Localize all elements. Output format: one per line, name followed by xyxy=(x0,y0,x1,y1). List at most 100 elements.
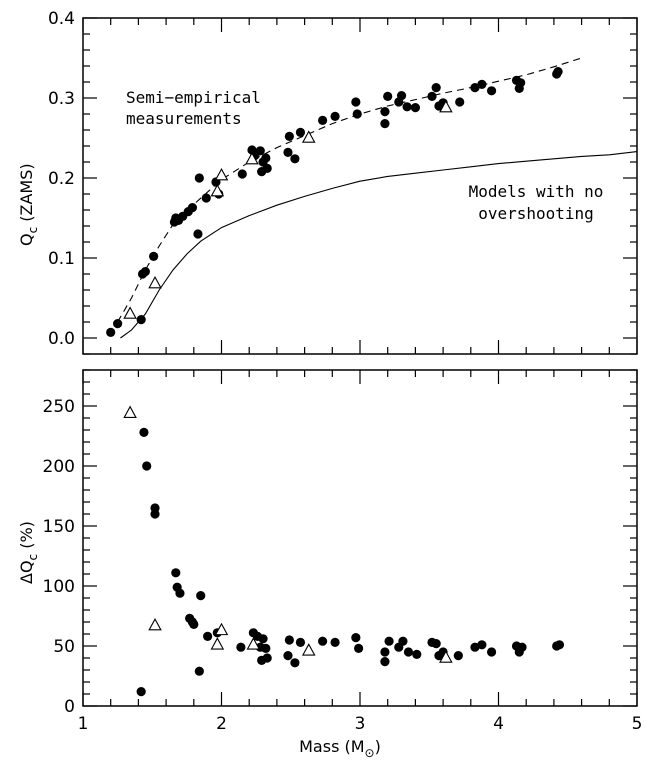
bottom-data-point-circle xyxy=(236,642,246,652)
bottom-data-point-circle xyxy=(290,658,300,668)
x-axis-title: Mass (M⊙) xyxy=(299,737,381,760)
bottom-data-point-circle xyxy=(171,568,181,578)
top-data-point-circle xyxy=(187,203,198,213)
bottom-data-point-triangle xyxy=(148,617,162,631)
bottom-axes-layer: 0 50 100 150 200 250 1 2 3 4 5 xyxy=(43,369,643,734)
bottom-data-point-triangle xyxy=(210,637,225,650)
top-data-point-circle xyxy=(431,83,441,93)
top-data-point-circle xyxy=(352,109,362,119)
top-data-point-triangle xyxy=(245,151,259,165)
bottom-y-tick-label: 200 xyxy=(43,457,75,477)
bottom-data-point-triangle xyxy=(123,405,137,418)
bottom-data-point-circle xyxy=(283,651,293,661)
top-data-point-circle xyxy=(427,91,437,101)
top-data-layer xyxy=(106,57,637,339)
top-solid-line xyxy=(120,151,637,339)
bottom-y-axis-title: ΔQc (%) xyxy=(17,521,40,584)
bottom-data-point-circle xyxy=(196,591,206,601)
bottom-data-point-circle xyxy=(262,653,272,663)
bottom-panel: 0 50 100 150 200 250 1 2 3 4 5 ΔQc (%) Mass (M⊙) xyxy=(17,369,643,760)
bottom-data-point-circle xyxy=(284,635,294,645)
top-data-point-circle xyxy=(295,127,306,137)
bottom-y-tick-label: 0 xyxy=(64,697,75,717)
bottom-data-point-circle xyxy=(412,649,422,660)
top-data-point-circle xyxy=(113,319,123,329)
top-data-point-circle xyxy=(380,119,390,129)
bottom-data-point-circle xyxy=(136,687,146,697)
top-data-point-circle xyxy=(255,146,265,156)
bottom-x-tick-label: 5 xyxy=(632,714,643,734)
top-data-point-circle xyxy=(455,97,465,107)
top-data-point-circle xyxy=(383,91,393,101)
bottom-data-point-circle xyxy=(351,633,361,643)
top-y-tick-label: 0.1 xyxy=(48,249,75,269)
top-data-point-circle xyxy=(194,173,204,183)
top-data-point-circle xyxy=(136,315,146,325)
top-data-point-circle xyxy=(283,147,293,157)
top-data-point-circle xyxy=(290,154,300,164)
bottom-y-tick-label: 100 xyxy=(43,577,75,597)
bottom-y-tick-label: 250 xyxy=(43,397,75,417)
top-data-point-circle xyxy=(318,115,328,125)
bottom-data-point-triangle xyxy=(246,637,261,650)
top-data-point-triangle xyxy=(439,99,453,113)
annotation-semi-empirical-line1: Semi−empirical xyxy=(126,88,261,107)
bottom-data-point-circle xyxy=(380,657,390,667)
bottom-data-point-triangle xyxy=(301,643,316,656)
top-data-point-circle xyxy=(149,251,159,261)
bottom-x-tick-label: 4 xyxy=(493,714,504,734)
top-data-point-circle xyxy=(330,111,340,121)
top-data-point-circle xyxy=(470,83,480,93)
bottom-y-tick-label: 50 xyxy=(53,637,75,657)
top-data-point-circle xyxy=(380,107,390,117)
bottom-data-point-circle xyxy=(194,666,204,676)
top-dashed-line xyxy=(117,57,582,323)
top-data-point-circle xyxy=(262,163,272,173)
top-data-point-circle xyxy=(201,193,211,203)
bottom-data-point-circle xyxy=(330,637,340,648)
bottom-data-point-circle xyxy=(470,642,480,652)
bottom-y-tick-label: 150 xyxy=(43,517,75,537)
annotation-semi-empirical-line2: measurements xyxy=(126,109,242,128)
top-data-point-circle xyxy=(140,267,150,277)
bottom-data-point-circle xyxy=(150,509,160,519)
top-data-point-triangle xyxy=(210,183,225,197)
top-data-point-circle xyxy=(410,103,420,113)
top-y-tick-label: 0.2 xyxy=(48,169,75,189)
bottom-data-point-circle xyxy=(384,636,394,646)
top-data-point-circle xyxy=(402,102,412,112)
bottom-data-point-circle xyxy=(486,647,497,657)
top-y-axis-title: Qc (ZAMS) xyxy=(17,163,40,246)
bottom-data-point-circle xyxy=(189,619,199,630)
bottom-plot-frame xyxy=(82,369,638,707)
top-data-point-circle xyxy=(106,327,116,337)
top-data-point-circle xyxy=(193,229,203,239)
top-panel: 0.0 0.1 0.2 0.3 0.4 Qc (ZAMS) Semi−empirical… xyxy=(17,9,638,355)
top-axes-layer: 0.0 0.1 0.2 0.3 0.4 xyxy=(48,9,638,355)
annotation-models-line1: Models with no xyxy=(469,182,604,201)
top-data-point-triangle xyxy=(123,306,137,319)
bottom-data-point-circle xyxy=(517,642,527,652)
bottom-data-point-circle xyxy=(403,647,414,657)
top-data-point-circle xyxy=(396,91,407,101)
top-data-point-triangle xyxy=(214,167,229,181)
top-y-tick-label: 0.3 xyxy=(48,89,75,109)
top-data-point-circle xyxy=(351,97,361,107)
top-data-point-circle xyxy=(486,86,497,96)
bottom-data-point-circle xyxy=(261,643,271,654)
bottom-data-point-circle xyxy=(318,636,328,646)
top-data-point-triangle xyxy=(301,130,316,143)
top-plot-frame xyxy=(82,17,638,355)
bottom-data-point-circle xyxy=(354,643,364,654)
bottom-data-point-circle xyxy=(431,639,441,649)
top-data-point-circle xyxy=(477,79,487,89)
bottom-data-point-circle xyxy=(203,631,213,642)
bottom-data-point-triangle xyxy=(439,650,453,663)
bottom-data-layer xyxy=(123,405,565,697)
bottom-data-point-circle xyxy=(258,634,268,644)
bottom-data-point-circle xyxy=(142,461,152,471)
bottom-data-point-triangle xyxy=(214,622,229,636)
bottom-data-point-circle xyxy=(554,640,565,650)
top-data-point-triangle xyxy=(148,275,162,289)
